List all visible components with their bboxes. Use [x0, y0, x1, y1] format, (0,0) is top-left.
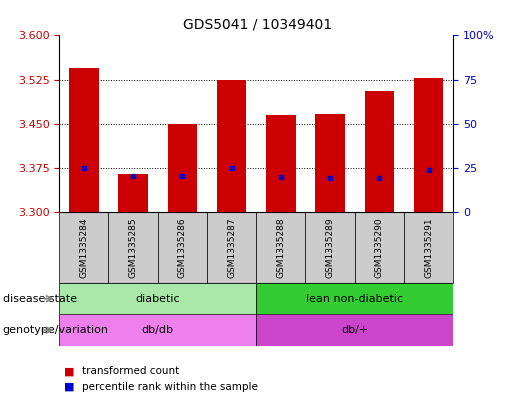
Text: disease state: disease state	[3, 294, 77, 304]
Bar	[256, 314, 453, 346]
Text: lean non-diabetic: lean non-diabetic	[306, 294, 403, 304]
Text: transformed count: transformed count	[82, 366, 180, 376]
Text: GSM1335287: GSM1335287	[227, 217, 236, 278]
Text: GSM1335286: GSM1335286	[178, 217, 187, 278]
Text: diabetic: diabetic	[135, 294, 180, 304]
Text: db/db: db/db	[142, 325, 174, 335]
Text: db/+: db/+	[341, 325, 368, 335]
Bar	[355, 212, 404, 283]
Bar	[158, 212, 207, 283]
Bar	[59, 283, 256, 314]
Bar	[59, 314, 256, 346]
Text: ■: ■	[64, 366, 75, 376]
Bar	[266, 115, 296, 212]
Bar	[69, 68, 98, 212]
Bar	[118, 174, 148, 212]
Bar	[414, 79, 443, 212]
Bar	[217, 80, 246, 212]
Bar	[207, 212, 256, 283]
Text: ■: ■	[64, 382, 75, 392]
Bar	[365, 92, 394, 212]
Bar	[59, 212, 109, 283]
Text: GSM1335285: GSM1335285	[129, 217, 138, 278]
Bar	[315, 114, 345, 212]
Bar	[404, 212, 453, 283]
Bar	[256, 283, 453, 314]
Text: GSM1335284: GSM1335284	[79, 217, 89, 278]
Text: GSM1335291: GSM1335291	[424, 217, 433, 278]
Bar	[109, 212, 158, 283]
Text: genotype/variation: genotype/variation	[3, 325, 109, 335]
Text: percentile rank within the sample: percentile rank within the sample	[82, 382, 259, 392]
Bar	[167, 124, 197, 212]
Bar	[305, 212, 355, 283]
Text: GDS5041 / 10349401: GDS5041 / 10349401	[183, 18, 332, 32]
Text: GSM1335290: GSM1335290	[375, 217, 384, 278]
Text: GSM1335288: GSM1335288	[277, 217, 285, 278]
Bar	[256, 212, 305, 283]
Text: GSM1335289: GSM1335289	[325, 217, 335, 278]
